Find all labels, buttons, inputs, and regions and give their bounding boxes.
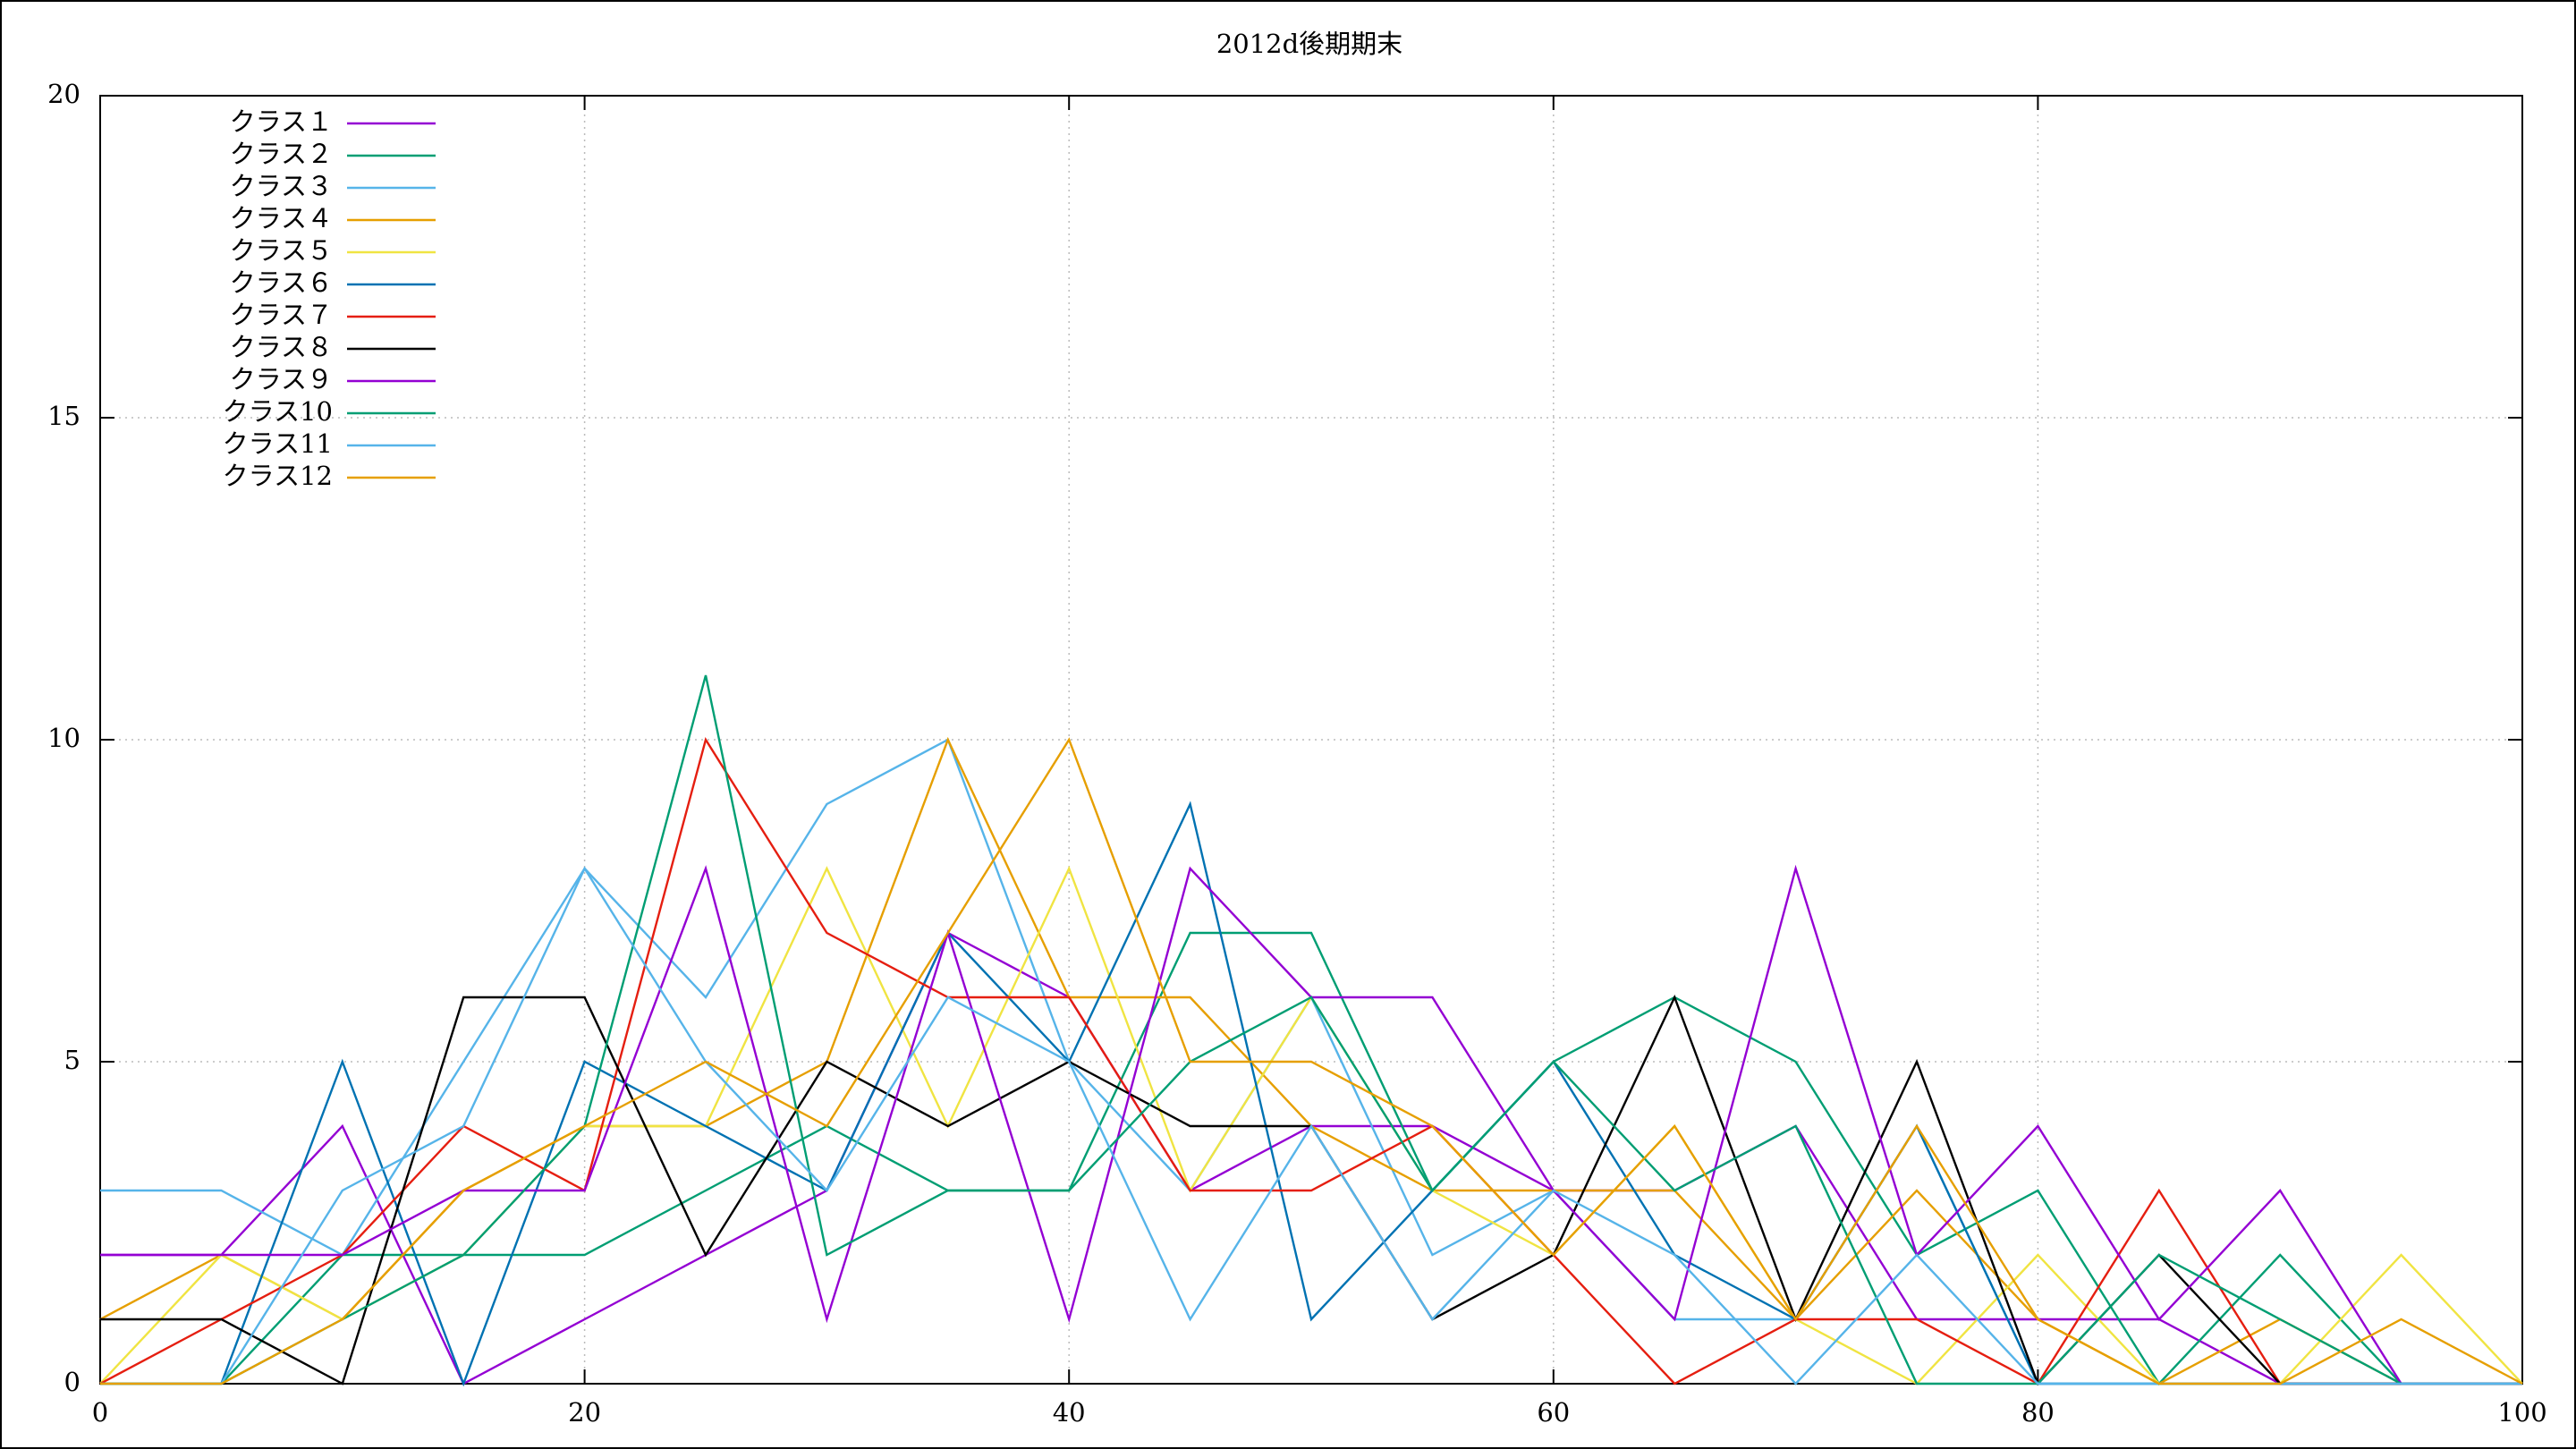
x-tick-label: 100 — [2497, 1397, 2546, 1428]
legend-label: クラス６ — [230, 267, 333, 298]
legend-label: クラス２ — [230, 139, 333, 169]
legend-label: クラス４ — [230, 203, 333, 233]
plot-border — [99, 95, 2523, 1385]
series-line — [100, 931, 2522, 1385]
y-tick-label: 0 — [64, 1367, 80, 1397]
legend-label: クラス１ — [230, 106, 333, 137]
y-tick-label: 5 — [64, 1045, 80, 1075]
series-line — [100, 866, 2522, 1385]
x-tick-label: 40 — [1053, 1397, 1086, 1428]
legend-label: クラス12 — [223, 461, 333, 491]
legend-label: クラス３ — [230, 171, 333, 201]
y-tick-label: 20 — [47, 79, 80, 109]
legend-label: クラス９ — [230, 364, 333, 394]
x-tick-label: 80 — [2021, 1397, 2055, 1428]
chart-title: 2012d後期期末 — [1216, 29, 1402, 59]
legend-label: クラス10 — [223, 396, 333, 427]
y-tick-label: 15 — [47, 401, 80, 431]
legend-label: クラス８ — [230, 332, 333, 362]
legend-label: クラス11 — [223, 428, 333, 459]
x-tick-label: 0 — [92, 1397, 108, 1428]
legend-label: クラス７ — [230, 300, 333, 330]
series-line — [100, 737, 2523, 1385]
series-line — [100, 674, 2522, 1385]
x-tick-label: 60 — [1537, 1397, 1570, 1428]
x-tick-label: 20 — [568, 1397, 601, 1428]
y-tick-label: 10 — [47, 723, 80, 753]
legend-label: クラス５ — [230, 235, 333, 266]
